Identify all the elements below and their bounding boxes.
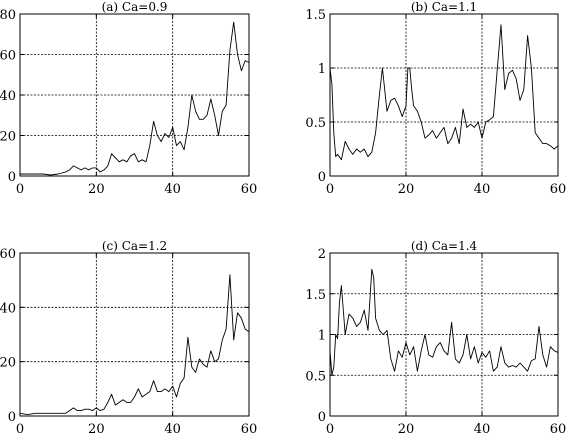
chart-panel-1: 0 20 40 60 0 0.5 1 1.5 (b) Ca=1.1 (305, 0, 566, 197)
y-tick-label: 1.5 (305, 8, 326, 23)
y-tick-label: 60 (0, 247, 16, 262)
y-tick-label: 0.5 (305, 369, 326, 384)
x-tick-label: 20 (88, 182, 105, 197)
series-line (329, 24, 559, 161)
series-line (329, 268, 559, 376)
chart-title: (d) Ca=1.4 (411, 239, 478, 253)
x-tick-label: 40 (474, 182, 491, 197)
x-tick-label: 20 (398, 182, 415, 197)
y-tick-label: 1 (318, 329, 326, 344)
x-tick-label: 0 (16, 422, 24, 434)
y-tick-label: 0 (8, 410, 16, 425)
x-tick-label: 0 (326, 182, 334, 197)
chart-title: (c) Ca=1.2 (102, 239, 167, 253)
x-tick-label: 40 (474, 422, 491, 434)
chart-panel-2: 0 20 40 60 0 20 40 60 (c) Ca=1.2 (0, 239, 257, 434)
y-tick-label: 1.5 (305, 288, 326, 303)
x-tick-label: 20 (398, 422, 415, 434)
y-tick-label: 80 (0, 8, 16, 23)
chart-title: (a) Ca=0.9 (102, 0, 168, 14)
x-tick-label: 40 (164, 422, 181, 434)
x-tick-label: 0 (326, 422, 334, 434)
y-tick-label: 1 (318, 62, 326, 77)
series-line (19, 274, 250, 416)
x-tick-label: 60 (241, 182, 258, 197)
series-line (20, 21, 250, 176)
y-tick-label: 0 (318, 410, 326, 425)
chart-panel-3: 0 20 40 60 0 0.5 1 1.5 2 (d) Ca=1.4 (305, 239, 566, 434)
y-tick-label: 0 (8, 170, 16, 185)
x-tick-label: 40 (164, 182, 181, 197)
plot-frame (329, 13, 559, 177)
x-tick-label: 20 (88, 422, 105, 434)
x-tick-label: 60 (241, 422, 258, 434)
y-tick-label: 20 (0, 130, 16, 145)
y-tick-label: 60 (0, 49, 16, 64)
y-tick-label: 40 (0, 89, 16, 104)
x-tick-label: 60 (550, 422, 566, 434)
chart-panel-0: 0 20 40 60 0 20 40 60 80 (a) Ca=0.9 (0, 0, 257, 197)
chart-title: (b) Ca=1.1 (411, 0, 477, 14)
y-tick-label: 40 (0, 301, 16, 316)
y-tick-label: 0.5 (305, 116, 326, 131)
plot-frame (19, 13, 250, 177)
y-tick-label: 2 (318, 247, 326, 262)
x-tick-label: 60 (550, 182, 566, 197)
x-tick-label: 0 (16, 182, 24, 197)
y-tick-label: 0 (318, 170, 326, 185)
plot-frame (19, 252, 250, 417)
y-tick-label: 20 (0, 356, 16, 371)
